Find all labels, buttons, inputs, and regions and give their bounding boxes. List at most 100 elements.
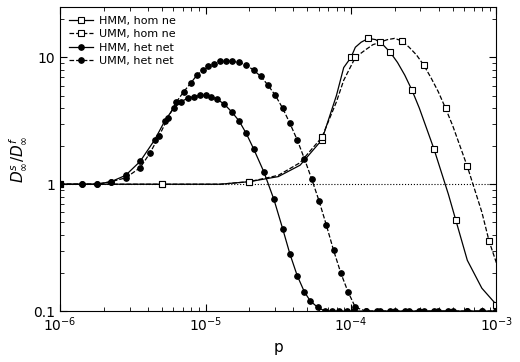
UMM, hom ne xyxy=(188,182,194,186)
HMM, het net xyxy=(123,173,129,177)
HMM, hom ne xyxy=(373,38,379,42)
HMM, hom ne xyxy=(101,182,107,186)
UMM, het net xyxy=(123,176,129,180)
UMM, het net xyxy=(337,271,344,275)
HMM, hom ne xyxy=(431,147,437,151)
UMM, het net xyxy=(445,309,451,313)
HMM, het net xyxy=(493,309,500,313)
UMM, het net xyxy=(173,100,179,104)
HMM, hom ne xyxy=(438,169,444,174)
UMM, het net xyxy=(211,62,217,66)
HMM, het net xyxy=(57,182,63,186)
HMM, het net xyxy=(315,305,321,310)
UMM, hom ne xyxy=(464,164,471,169)
HMM, het net xyxy=(280,227,286,231)
HMM, het net xyxy=(392,309,398,313)
UMM, het net xyxy=(362,309,369,313)
UMM, hom ne xyxy=(493,261,500,265)
HMM, het net xyxy=(261,169,267,174)
X-axis label: p: p xyxy=(274,340,283,355)
UMM, hom ne xyxy=(352,55,358,60)
HMM, het net xyxy=(344,309,350,313)
UMM, het net xyxy=(205,64,212,68)
UMM, het net xyxy=(316,198,322,203)
HMM, hom ne xyxy=(333,93,340,98)
HMM, het net xyxy=(307,299,314,303)
UMM, hom ne xyxy=(479,210,485,214)
UMM, het net xyxy=(251,68,257,72)
HMM, het net xyxy=(406,309,412,313)
HMM, het net xyxy=(209,94,215,99)
HMM, hom ne xyxy=(445,192,451,197)
HMM, het net xyxy=(171,106,177,110)
HMM, het net xyxy=(214,97,220,101)
HMM, hom ne xyxy=(380,43,386,47)
HMM, het net xyxy=(287,252,293,256)
HMM, hom ne xyxy=(217,182,223,186)
HMM, het net xyxy=(185,96,191,100)
UMM, het net xyxy=(272,93,279,98)
HMM, het net xyxy=(243,131,250,136)
HMM, het net xyxy=(251,147,257,151)
UMM, hom ne xyxy=(428,76,434,80)
HMM, het net xyxy=(301,290,307,294)
UMM, hom ne xyxy=(486,239,492,244)
UMM, het net xyxy=(387,309,393,313)
Line: HMM, hom ne: HMM, hom ne xyxy=(57,35,500,308)
UMM, hom ne xyxy=(472,187,478,191)
UMM, het net xyxy=(493,309,500,313)
UMM, het net xyxy=(200,68,206,72)
UMM, het net xyxy=(301,157,307,161)
UMM, het net xyxy=(401,309,408,313)
UMM, het net xyxy=(258,74,264,79)
UMM, hom ne xyxy=(406,45,412,50)
HMM, hom ne xyxy=(358,40,365,45)
HMM, hom ne xyxy=(387,50,393,55)
UMM, hom ne xyxy=(57,182,63,186)
UMM, het net xyxy=(431,309,437,313)
HMM, het net xyxy=(336,309,343,313)
UMM, het net xyxy=(464,309,471,313)
HMM, het net xyxy=(377,309,383,313)
HMM, hom ne xyxy=(130,182,136,186)
UMM, het net xyxy=(416,309,422,313)
Y-axis label: $D^s_\infty/D^f_\infty$: $D^s_\infty/D^f_\infty$ xyxy=(7,135,28,183)
HMM, het net xyxy=(108,180,114,184)
HMM, het net xyxy=(479,309,485,313)
HMM, het net xyxy=(329,309,335,313)
UMM, het net xyxy=(308,177,315,181)
Line: UMM, hom ne: UMM, hom ne xyxy=(57,35,500,266)
UMM, het net xyxy=(374,309,380,313)
HMM, hom ne xyxy=(401,73,408,77)
UMM, het net xyxy=(217,59,223,63)
UMM, het net xyxy=(180,89,187,94)
HMM, hom ne xyxy=(416,106,422,110)
UMM, hom ne xyxy=(246,180,252,184)
HMM, het net xyxy=(94,182,100,186)
UMM, het net xyxy=(79,182,85,186)
UMM, het net xyxy=(479,309,485,313)
HMM, het net xyxy=(236,119,242,123)
HMM, hom ne xyxy=(493,303,500,307)
UMM, het net xyxy=(287,121,293,126)
UMM, hom ne xyxy=(297,160,303,165)
HMM, het net xyxy=(362,309,369,313)
HMM, het net xyxy=(137,159,143,164)
UMM, hom ne xyxy=(341,78,347,83)
Line: HMM, het net: HMM, het net xyxy=(57,93,499,314)
HMM, hom ne xyxy=(452,218,459,222)
UMM, het net xyxy=(188,81,194,85)
UMM, het net xyxy=(108,180,114,184)
UMM, hom ne xyxy=(319,135,325,139)
UMM, hom ne xyxy=(333,100,340,104)
HMM, hom ne xyxy=(159,182,165,186)
UMM, het net xyxy=(265,83,271,88)
HMM, het net xyxy=(151,138,158,142)
HMM, hom ne xyxy=(394,60,400,65)
UMM, het net xyxy=(330,248,336,252)
HMM, het net xyxy=(464,309,471,313)
HMM, hom ne xyxy=(464,258,471,262)
HMM, het net xyxy=(162,119,168,123)
UMM, hom ne xyxy=(443,106,449,110)
UMM, hom ne xyxy=(457,144,463,148)
